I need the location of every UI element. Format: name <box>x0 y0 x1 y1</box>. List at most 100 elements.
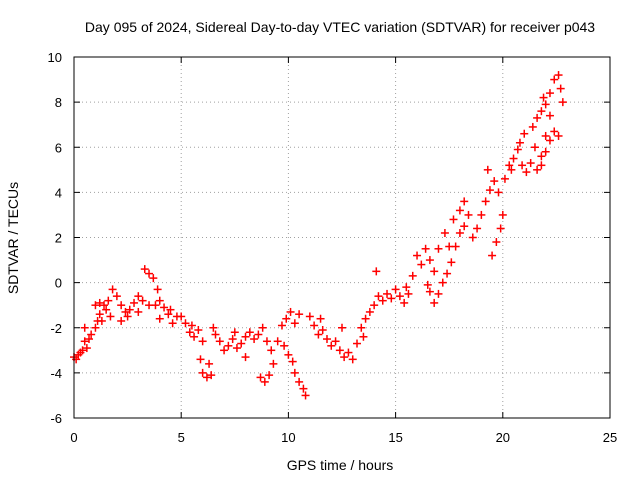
data-point <box>277 321 286 330</box>
data-point <box>327 341 336 350</box>
data-point <box>181 319 190 328</box>
data-point <box>556 84 565 93</box>
data-point <box>205 359 214 368</box>
data-point <box>273 337 282 346</box>
data-point <box>509 154 518 163</box>
data-point <box>440 228 449 237</box>
data-point <box>533 113 542 122</box>
data-point <box>492 238 501 247</box>
data-point <box>430 267 439 276</box>
data-point <box>100 301 109 310</box>
y-tick-label: -6 <box>50 411 62 426</box>
data-point <box>160 303 169 312</box>
data-point <box>198 337 207 346</box>
data-point <box>537 107 546 116</box>
data-point <box>185 328 194 337</box>
data-point <box>359 332 368 341</box>
data-point <box>78 346 87 355</box>
data-point <box>541 100 550 109</box>
y-axis-title: SDTVAR / TECUs <box>5 182 21 294</box>
x-axis-title: GPS time / hours <box>287 457 394 473</box>
data-point <box>520 129 529 138</box>
data-point <box>290 319 299 328</box>
data-point <box>477 210 486 219</box>
data-point <box>490 177 499 186</box>
data-point <box>140 265 149 274</box>
data-point <box>153 285 162 294</box>
data-point <box>500 174 509 183</box>
data-point <box>445 242 454 251</box>
data-point <box>130 298 139 307</box>
y-tick-label: 8 <box>55 95 62 110</box>
data-point <box>117 301 126 310</box>
data-point <box>91 301 100 310</box>
data-point <box>117 316 126 325</box>
data-point <box>528 122 537 131</box>
data-point <box>177 312 186 321</box>
data-point <box>545 89 554 98</box>
data-point <box>464 210 473 219</box>
data-point <box>541 147 550 156</box>
x-tick-label: 20 <box>496 430 510 445</box>
data-point <box>286 307 295 316</box>
data-point <box>155 314 164 323</box>
y-tick-label: 4 <box>55 185 62 200</box>
data-point <box>295 310 304 319</box>
data-point <box>155 296 164 305</box>
x-tick-label: 0 <box>70 430 77 445</box>
data-point <box>383 289 392 298</box>
data-point <box>295 377 304 386</box>
data-point <box>241 353 250 362</box>
data-point <box>288 357 297 366</box>
data-point <box>468 233 477 242</box>
data-point <box>269 359 278 368</box>
data-point <box>166 305 175 314</box>
data-point <box>237 339 246 348</box>
data-point <box>460 197 469 206</box>
data-point <box>112 292 121 301</box>
data-point <box>85 335 94 344</box>
data-point <box>537 152 546 161</box>
x-tick-label: 10 <box>281 430 295 445</box>
data-point <box>400 298 409 307</box>
data-point <box>187 321 196 330</box>
data-point <box>353 339 362 348</box>
data-point <box>290 368 299 377</box>
data-point <box>348 355 357 364</box>
data-point <box>196 355 205 364</box>
data-point <box>425 256 434 265</box>
data-point <box>260 377 269 386</box>
data-point <box>513 145 522 154</box>
data-point <box>340 353 349 362</box>
data-point <box>434 244 443 253</box>
data-point <box>522 168 531 177</box>
data-point <box>134 307 143 316</box>
data-point <box>488 251 497 260</box>
data-point <box>145 269 154 278</box>
data-point <box>550 127 559 136</box>
data-point <box>265 371 274 380</box>
data-point <box>87 330 96 339</box>
data-point <box>305 312 314 321</box>
data-point <box>554 131 563 140</box>
data-point <box>372 267 381 276</box>
data-point <box>280 341 289 350</box>
y-tick-label: 10 <box>48 50 62 65</box>
data-point <box>481 197 490 206</box>
data-point <box>338 323 346 332</box>
data-point <box>123 312 132 321</box>
data-point <box>365 307 374 316</box>
data-point <box>344 348 353 357</box>
data-point <box>505 161 514 170</box>
data-point <box>541 131 550 140</box>
data-point <box>545 136 554 145</box>
data-point <box>402 283 411 292</box>
data-point <box>125 305 134 314</box>
data-point <box>515 138 524 147</box>
data-point <box>80 337 89 346</box>
data-point <box>545 111 554 120</box>
data-point <box>387 294 396 303</box>
axis-ticks <box>73 56 611 419</box>
